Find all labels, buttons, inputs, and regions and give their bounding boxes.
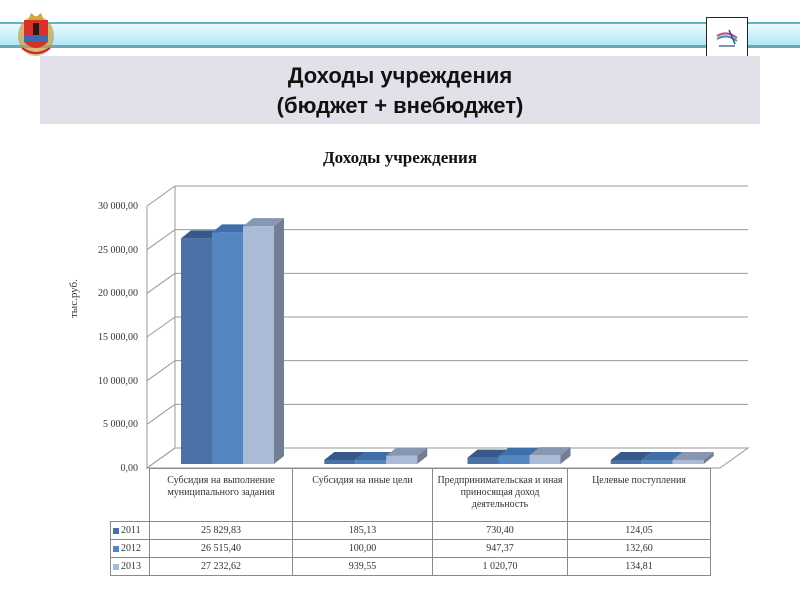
category-label: Предпринимательская и иная приносящая до… [432,468,568,522]
y-tick: 25 000,00 [98,245,138,256]
y-tick: 5 000,00 [103,419,138,430]
y-tick: 15 000,00 [98,332,138,343]
slide-title-line1: Доходы учреждения [287,63,513,88]
category-label: Целевые поступления [567,468,711,522]
slide-title-line2: (бюджет + внебюджет) [276,93,524,118]
table-cell: 134,81 [567,557,711,576]
table-cell: 124,05 [567,521,711,540]
table-cell: 1 020,70 [432,557,568,576]
legend-swatch-icon [113,545,119,552]
legend-swatch-icon [113,527,119,534]
table-cell: 26 515,40 [149,539,293,558]
table-cell: 730,40 [432,521,568,540]
legend-2012: 2012 [110,539,150,558]
chart-data-table: Субсидия на выполнение муниципального за… [110,468,711,576]
table-cell: 25 829,83 [149,521,293,540]
table-row-2011: 2011 25 829,83 185,13 730,40 124,05 [110,521,711,540]
y-tick: 10 000,00 [98,376,138,387]
table-cell: 947,37 [432,539,568,558]
table-cell: 27 232,62 [149,557,293,576]
coat-of-arms-icon [18,13,54,56]
emblem-icon [716,29,738,47]
header-band [0,22,800,48]
slide-title-box: Доходы учреждения (бюджет + внебюджет) [40,56,760,124]
table-cell: 939,55 [292,557,433,576]
table-row-2012: 2012 26 515,40 100,00 947,37 132,60 [110,539,711,558]
legend-2011: 2011 [110,521,150,540]
table-row-2013: 2013 27 232,62 939,55 1 020,70 134,81 [110,557,711,576]
legend-swatch-icon [113,563,119,570]
category-label: Субсидия на выполнение муниципального за… [149,468,293,522]
y-tick: 30 000,00 [98,201,138,212]
table-cell: 100,00 [292,539,433,558]
table-cell: 132,60 [567,539,711,558]
y-tick: 20 000,00 [98,288,138,299]
category-label: Субсидия на иные цели [292,468,433,522]
legend-2013: 2013 [110,557,150,576]
table-cell: 185,13 [292,521,433,540]
chart-title: Доходы учреждения [322,148,478,167]
